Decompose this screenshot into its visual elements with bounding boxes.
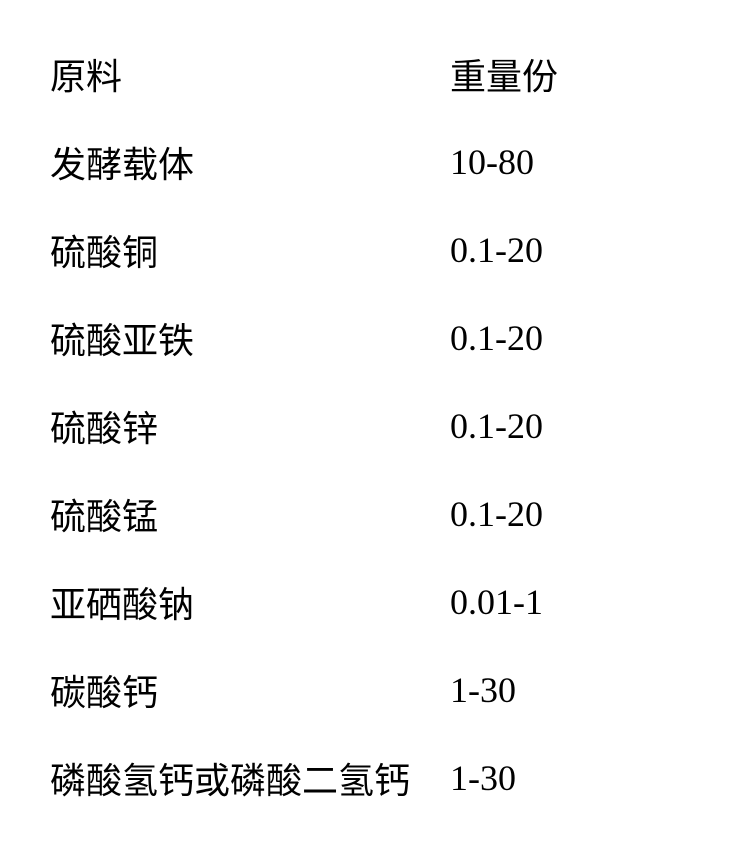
- table-row: 磷酸氢钙或磷酸二氢钙 1-30: [50, 734, 699, 822]
- cell-left: 硫酸亚铁: [50, 312, 450, 364]
- table-row: 硫酸锌 0.1-20: [50, 382, 699, 470]
- cell-right: 1-30: [450, 757, 699, 799]
- table-row: 发酵载体 10-80: [50, 118, 699, 206]
- cell-right: 0.1-20: [450, 317, 699, 359]
- cell-right: 10-80: [450, 141, 699, 183]
- table-header-row: 原料 重量份: [50, 30, 699, 118]
- header-right: 重量份: [450, 48, 699, 100]
- cell-right: 0.01-1: [450, 581, 699, 623]
- data-table: 原料 重量份 发酵载体 10-80 硫酸铜 0.1-20 硫酸亚铁 0.1-20…: [50, 30, 699, 822]
- header-left: 原料: [50, 48, 450, 100]
- table-row: 亚硒酸钠 0.01-1: [50, 558, 699, 646]
- table-row: 硫酸铜 0.1-20: [50, 206, 699, 294]
- cell-left: 碳酸钙: [50, 664, 450, 716]
- table-row: 硫酸锰 0.1-20: [50, 470, 699, 558]
- cell-left: 硫酸铜: [50, 224, 450, 276]
- table-row: 硫酸亚铁 0.1-20: [50, 294, 699, 382]
- cell-right: 0.1-20: [450, 405, 699, 447]
- cell-right: 1-30: [450, 669, 699, 711]
- table-row: 碳酸钙 1-30: [50, 646, 699, 734]
- cell-left: 亚硒酸钠: [50, 576, 450, 628]
- cell-left: 发酵载体: [50, 136, 450, 188]
- cell-right: 0.1-20: [450, 229, 699, 271]
- cell-left: 硫酸锌: [50, 400, 450, 452]
- cell-left: 硫酸锰: [50, 488, 450, 540]
- cell-right: 0.1-20: [450, 493, 699, 535]
- cell-left: 磷酸氢钙或磷酸二氢钙: [50, 752, 450, 804]
